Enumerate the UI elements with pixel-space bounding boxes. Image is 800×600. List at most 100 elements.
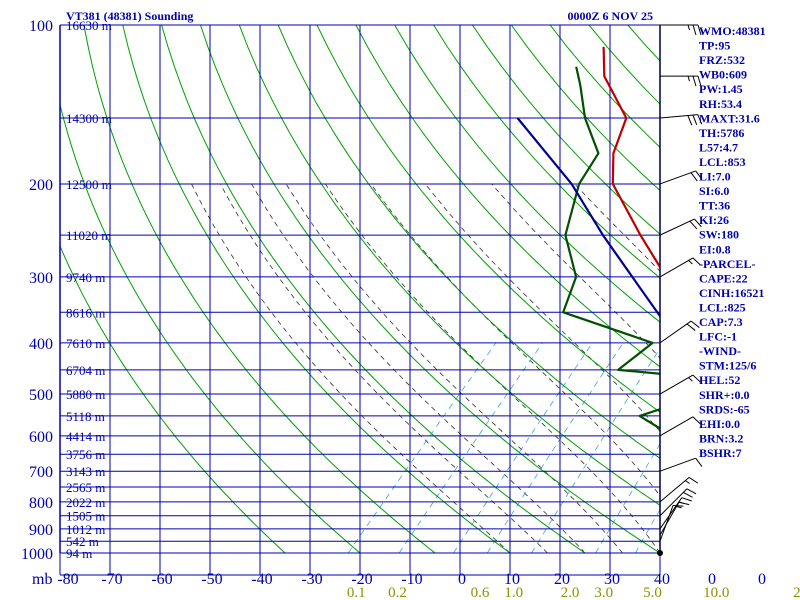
moist-adiabat-line	[285, 183, 623, 553]
wind-barb	[659, 170, 703, 185]
index-item: KI:26	[699, 213, 729, 227]
height-label: 3143 m	[66, 464, 105, 479]
wind-barb-staff	[659, 416, 694, 437]
pressure-tick-200: 200	[29, 177, 53, 194]
wind-barb-flag	[692, 76, 697, 87]
pressure-tick-labels: 100 200 300 400 500 600 700 800 900 1000	[21, 18, 53, 563]
wind-barb-flag	[672, 505, 684, 507]
wind-barb	[659, 257, 701, 278]
mixing-ratio-label: 20.0	[793, 585, 800, 600]
mixing-ratio-line	[764, 343, 800, 553]
dry-adiabat-line	[122, 25, 511, 553]
temp-tick-label: 40	[654, 571, 670, 588]
pressure-tick-500: 500	[29, 387, 53, 404]
wind-barb-flag	[697, 76, 702, 87]
temp-tick-label: -70	[101, 571, 122, 588]
index-item: WMO:48381	[699, 24, 766, 38]
height-label: 5118 m	[66, 409, 105, 424]
height-label: 4414 m	[66, 429, 105, 444]
wind-barb-halfflag	[688, 260, 693, 265]
wind-barb-halfflag	[678, 501, 685, 504]
wind-barb-staff	[659, 488, 688, 517]
wind-barb-flag	[683, 491, 693, 498]
temp-tick-label: -20	[351, 571, 372, 588]
wind-barb-flag	[688, 476, 699, 484]
wind-barb-staff	[659, 218, 695, 236]
pressure-tick-100: 100	[29, 18, 53, 35]
index-item: LI:7.0	[699, 170, 731, 184]
moist-adiabat-line	[491, 183, 660, 359]
wind-barb-flag	[692, 416, 701, 425]
wind-barb-flag	[686, 488, 697, 495]
wind-barb-staff	[659, 114, 698, 119]
wind-barb-flag	[690, 320, 700, 328]
index-item: L57:4.7	[699, 140, 738, 154]
wind-barb-flag	[692, 257, 701, 266]
height-label: 11020 m	[66, 228, 111, 243]
wind-barb-flag	[697, 24, 702, 36]
wind-barb-staff	[659, 320, 692, 344]
wind-barb-staff	[659, 501, 680, 536]
index-item: MAXT:31.6	[699, 111, 760, 125]
index-item: SHR+:0.0	[699, 388, 750, 402]
pressure-tick-1000: 1000	[21, 546, 53, 563]
wind-barb-halfflag	[687, 24, 690, 31]
index-item: SI:6.0	[699, 184, 729, 198]
wind-barb-flag	[697, 114, 703, 125]
height-label: 3756 m	[66, 447, 105, 462]
dry-adiabat-line	[161, 25, 586, 553]
index-item: -WIND-	[699, 344, 741, 358]
index-item: LCL:825	[699, 300, 746, 314]
wind-barb-flag	[686, 323, 696, 331]
moist-adiabat-line	[424, 183, 660, 433]
wind-barb	[659, 416, 701, 437]
mixing-ratio-line	[739, 343, 800, 553]
moist-adiabat-line	[574, 183, 660, 272]
height-label: 12500 m	[66, 177, 112, 192]
temp-tick-label: 0	[458, 571, 466, 588]
wind-barb-flag	[692, 24, 697, 36]
moist-adiabat-line	[191, 183, 511, 553]
wind-barb-flag	[687, 115, 693, 126]
index-item: EHI:0.0	[699, 417, 740, 431]
index-list: WMO:48381TP:95FRZ:532WB0:609PW:1.45RH:53…	[699, 24, 766, 460]
temp-tick-label: -40	[251, 571, 272, 588]
temp-tick-label: -80	[57, 571, 78, 588]
index-item: SRDS:-65	[699, 402, 750, 416]
wind-barb	[659, 374, 701, 395]
index-item: WB0:609	[699, 68, 747, 82]
index-item: FRZ:532	[699, 53, 745, 67]
wind-barb	[659, 476, 699, 503]
wind-barb-flag	[695, 457, 703, 467]
profile-lines	[516, 46, 660, 430]
mixing-ratio-line	[453, 342, 593, 553]
mixing-ratio-label: 0.6	[471, 585, 490, 600]
index-item: BSHR:7	[699, 446, 742, 460]
pressure-tick-900: 900	[29, 522, 53, 539]
wind-barb-staff	[659, 497, 683, 530]
height-label: 14300 m	[66, 111, 112, 126]
pressure-unit-label: mb	[32, 571, 52, 588]
wind-barb	[659, 320, 700, 344]
index-item: HEL:52	[699, 373, 740, 387]
mixing-ratio-line	[486, 342, 624, 553]
wind-barb-halfflag	[676, 506, 682, 509]
pressure-tick-400: 400	[29, 336, 53, 353]
wind-barb	[659, 497, 692, 530]
mixing-ratio-line	[398, 342, 543, 553]
height-label: 16630 m	[66, 18, 112, 33]
temp-tick-label: 0	[758, 571, 766, 588]
pressure-tick-600: 600	[29, 429, 53, 446]
index-item: CAP:7.3	[699, 315, 743, 329]
wind-barb-staff	[659, 257, 694, 278]
wind-barb	[660, 24, 702, 36]
index-item: EI:0.8	[699, 242, 731, 256]
index-item: PW:1.45	[699, 82, 743, 96]
moist-adiabat-line	[251, 183, 586, 553]
mixing-ratio-label: 10.0	[703, 585, 729, 600]
height-label: 2565 m	[66, 480, 105, 495]
wind-barb-staff	[659, 457, 696, 472]
wind-barb	[659, 488, 697, 517]
wind-barb-staff	[659, 374, 694, 395]
index-item: LFC:-1	[699, 330, 737, 344]
